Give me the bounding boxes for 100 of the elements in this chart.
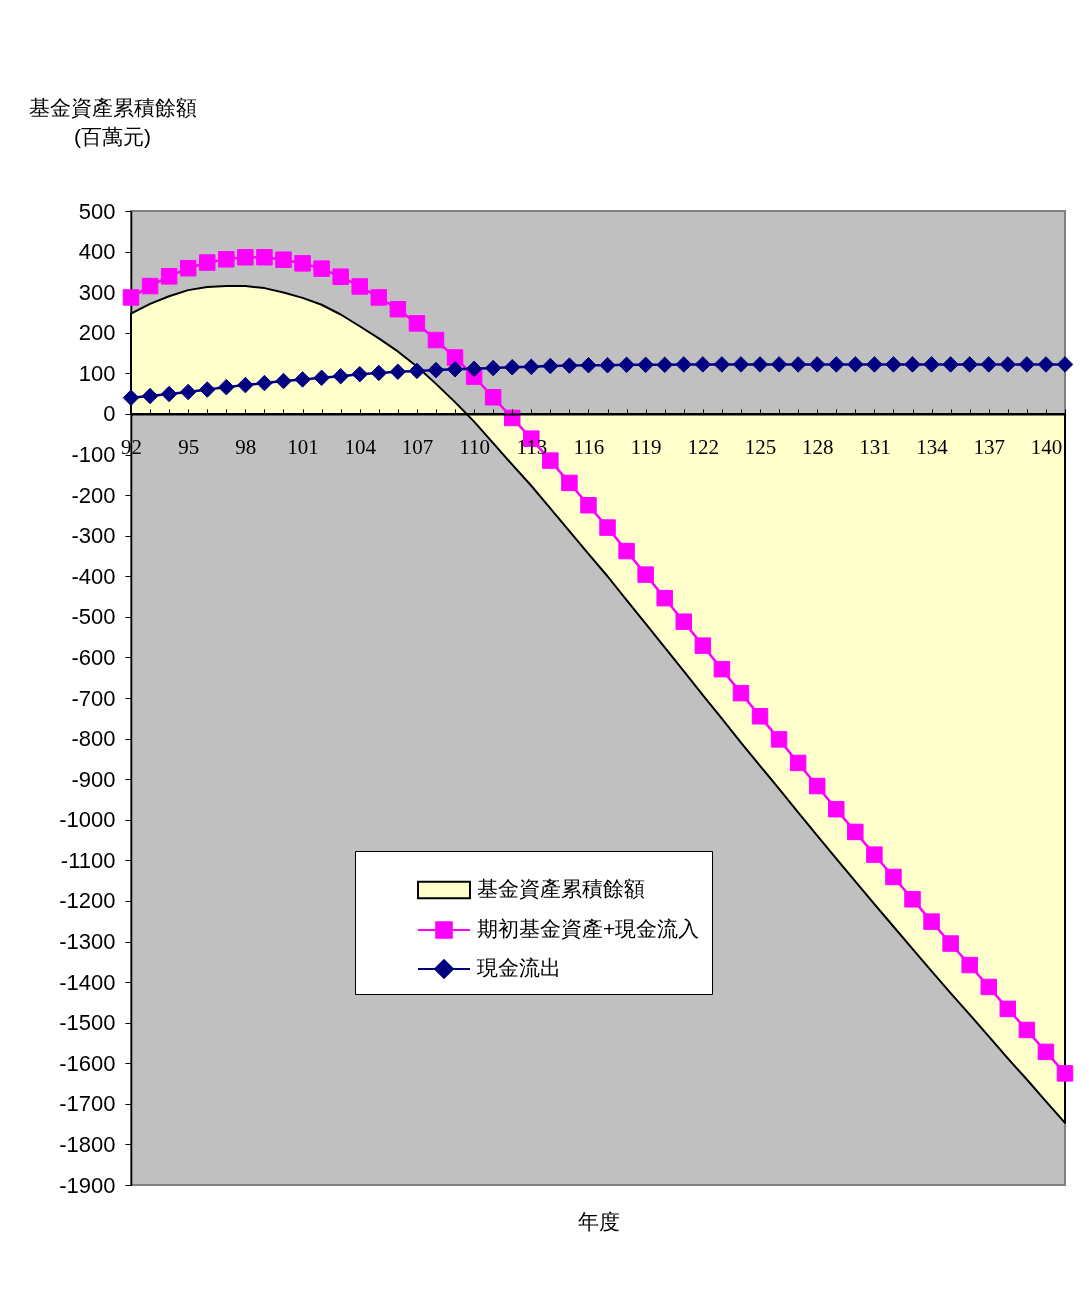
point bbox=[751, 708, 769, 725]
x-tick-label: 110 bbox=[459, 435, 490, 460]
point bbox=[808, 777, 826, 795]
point bbox=[1056, 1065, 1074, 1082]
y-tick-label: -200 bbox=[71, 482, 116, 508]
point bbox=[942, 356, 959, 373]
point bbox=[561, 357, 578, 374]
x-tick-label: 137 bbox=[973, 435, 1006, 460]
point bbox=[408, 315, 426, 332]
point bbox=[904, 891, 921, 908]
x-tick-label: 107 bbox=[401, 435, 434, 460]
point bbox=[199, 254, 216, 271]
x-tick-label: 131 bbox=[859, 435, 891, 460]
point bbox=[561, 474, 578, 492]
point bbox=[599, 519, 616, 536]
point bbox=[408, 362, 426, 380]
point bbox=[484, 389, 502, 406]
x-tick-label: 134 bbox=[916, 435, 949, 460]
y-tick-label: -400 bbox=[71, 563, 116, 589]
point bbox=[1056, 356, 1074, 373]
point bbox=[256, 374, 273, 392]
x-tick-label: 128 bbox=[801, 435, 834, 460]
point bbox=[122, 289, 140, 306]
y-tick-label: -1400 bbox=[59, 969, 116, 995]
legend-label: 期初基金資產+現金流入 bbox=[477, 917, 700, 940]
point bbox=[160, 268, 178, 285]
point bbox=[542, 357, 559, 375]
point bbox=[141, 387, 159, 405]
point bbox=[980, 356, 997, 373]
point bbox=[713, 660, 731, 678]
point bbox=[503, 359, 521, 376]
point bbox=[694, 356, 712, 373]
x-tick-label: 101 bbox=[287, 435, 319, 460]
point bbox=[770, 731, 788, 748]
y-tick-label: 300 bbox=[78, 279, 116, 305]
point bbox=[389, 300, 407, 318]
point bbox=[313, 260, 330, 277]
point bbox=[866, 846, 883, 863]
point bbox=[599, 356, 616, 374]
point bbox=[218, 378, 235, 396]
point bbox=[1037, 356, 1055, 373]
y-tick-label: -300 bbox=[71, 523, 116, 549]
y-tick-label: -900 bbox=[71, 766, 116, 792]
point bbox=[713, 356, 731, 373]
y-tick-label: -1900 bbox=[59, 1172, 116, 1198]
x-tick-label: 119 bbox=[630, 435, 662, 460]
point bbox=[580, 356, 597, 374]
point bbox=[465, 360, 483, 378]
point bbox=[828, 800, 845, 818]
point bbox=[732, 684, 750, 702]
y-tick-label: -1600 bbox=[59, 1050, 116, 1076]
point bbox=[141, 277, 159, 295]
y-tick-label: -700 bbox=[71, 685, 116, 711]
point bbox=[351, 365, 368, 383]
y-tick-label: -1100 bbox=[60, 847, 116, 873]
point bbox=[237, 249, 254, 266]
x-tick-label: 98 bbox=[235, 435, 257, 460]
point bbox=[237, 376, 254, 394]
point bbox=[332, 367, 349, 385]
point bbox=[1018, 1021, 1036, 1039]
y-tick-label: -1300 bbox=[59, 929, 116, 954]
point bbox=[275, 251, 292, 268]
point bbox=[961, 356, 978, 373]
point bbox=[980, 978, 997, 996]
point bbox=[199, 381, 216, 398]
legend-label: 現金流出 bbox=[477, 956, 561, 979]
point bbox=[694, 637, 712, 654]
point bbox=[580, 496, 597, 514]
point bbox=[179, 383, 197, 401]
point bbox=[618, 542, 635, 560]
y-tick-label: 200 bbox=[78, 320, 116, 346]
point bbox=[427, 361, 445, 379]
point bbox=[160, 385, 178, 403]
point bbox=[275, 372, 292, 390]
point bbox=[999, 356, 1017, 373]
point bbox=[484, 359, 502, 377]
point bbox=[370, 364, 388, 382]
y-tick-label: -800 bbox=[71, 726, 116, 752]
point bbox=[618, 356, 635, 374]
legend-label: 基金資產累積餘額 bbox=[477, 877, 645, 900]
point bbox=[789, 356, 807, 373]
point bbox=[828, 356, 845, 373]
y-tick-label: -600 bbox=[71, 644, 116, 670]
point bbox=[961, 956, 978, 974]
point bbox=[866, 356, 883, 373]
point bbox=[808, 356, 826, 373]
point bbox=[427, 331, 445, 349]
point bbox=[179, 259, 197, 277]
point bbox=[847, 823, 864, 841]
x-tick-label: 104 bbox=[344, 435, 377, 460]
point bbox=[675, 613, 693, 630]
point bbox=[1018, 356, 1036, 373]
y-axis-title: 基金資產累積餘額 (百萬元) bbox=[28, 95, 197, 148]
point bbox=[675, 356, 693, 373]
x-tick-label: 125 bbox=[744, 435, 777, 460]
point bbox=[999, 1000, 1017, 1018]
y-tick-label: 500 bbox=[78, 198, 116, 224]
point bbox=[218, 251, 235, 268]
point bbox=[885, 356, 902, 373]
point bbox=[523, 358, 540, 376]
